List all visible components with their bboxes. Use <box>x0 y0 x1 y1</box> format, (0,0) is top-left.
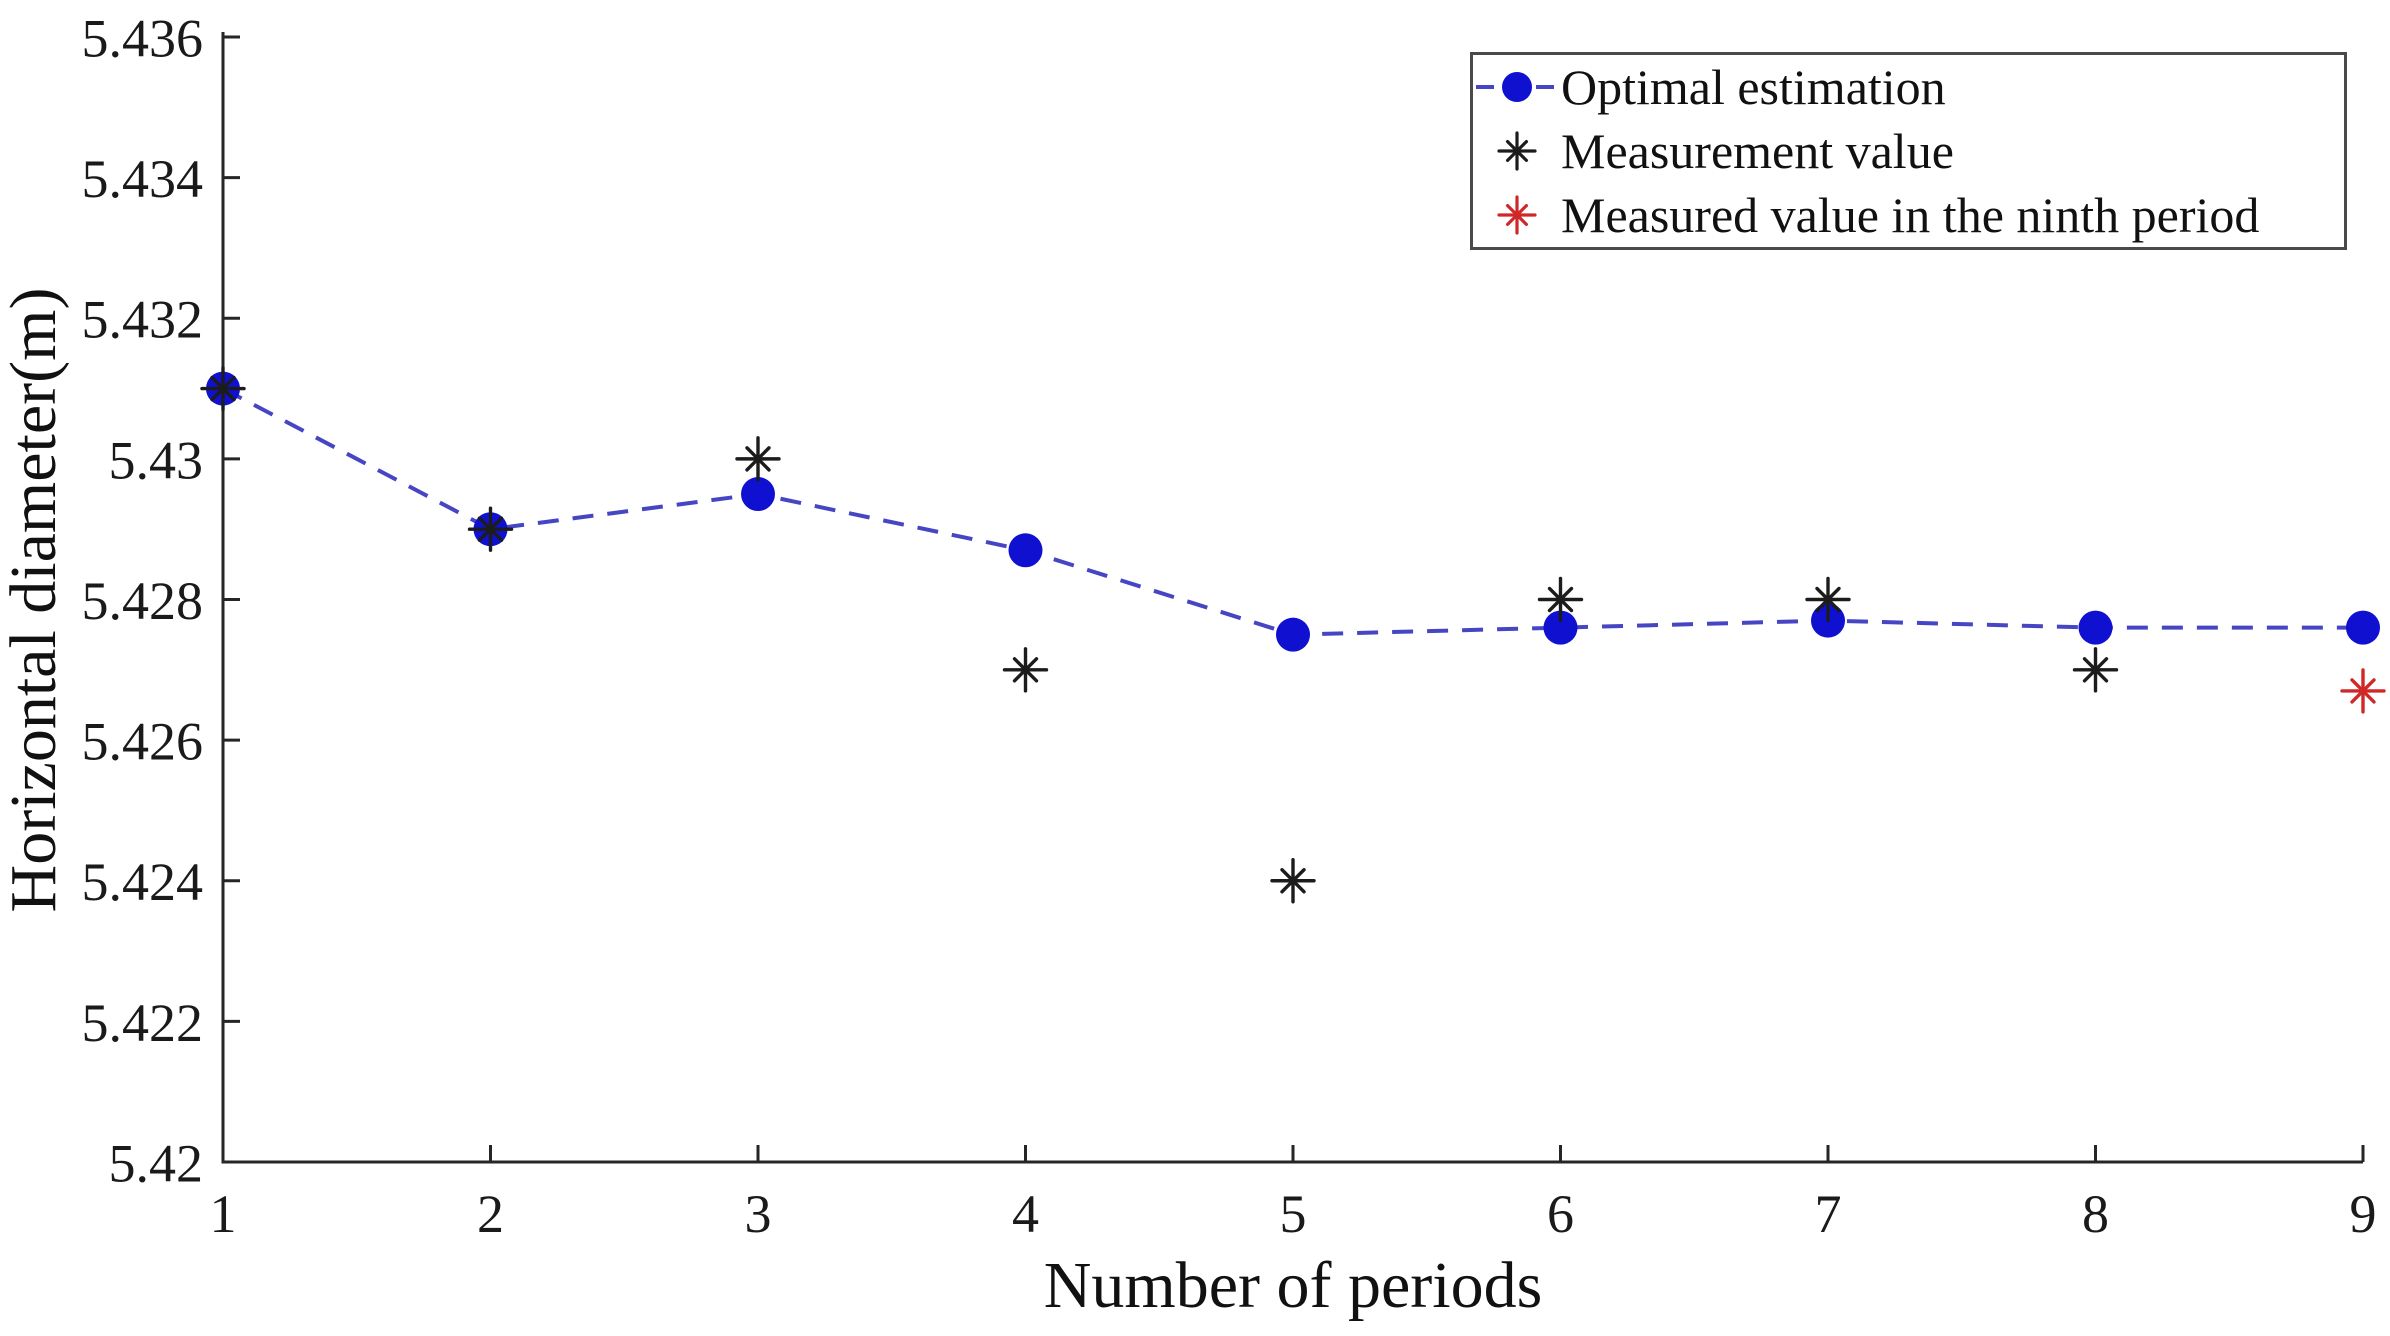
legend-row: Measured value in the ninth period <box>1473 183 2344 247</box>
measurement-markers <box>200 365 2119 904</box>
asterisk-marker <box>1002 647 1049 693</box>
circle-marker <box>1008 533 1043 568</box>
legend: Optimal estimation Measurement value Mea… <box>1470 52 2347 250</box>
legend-label: Measured value in the ninth period <box>1561 187 2260 243</box>
legend-label: Optimal estimation <box>1561 59 1946 115</box>
svg-text:5.424: 5.424 <box>82 852 204 912</box>
x-axis-label: Number of periods <box>1044 1249 1543 1322</box>
svg-text:5.436: 5.436 <box>82 8 204 68</box>
y-ticks: 5.42 5.422 5.424 5.426 5.428 5.43 5.432 5.434 5.… <box>82 8 240 1193</box>
svg-text:9: 9 <box>2350 1184 2377 1244</box>
svg-text:5.43: 5.43 <box>109 430 204 490</box>
legend-asterisk-icon <box>1497 131 1537 171</box>
x-ticks: 1 2 3 4 5 6 7 8 9 <box>210 1145 2377 1244</box>
svg-text:5.426: 5.426 <box>82 712 204 772</box>
legend-asterisk-icon <box>1497 195 1537 235</box>
svg-text:2: 2 <box>477 1184 504 1244</box>
svg-text:5.432: 5.432 <box>82 290 204 350</box>
legend-row: Measurement value <box>1473 119 2344 183</box>
y-axis-label: Horizontal diameter(m) <box>0 288 70 913</box>
circle-marker <box>1543 610 1578 645</box>
svg-text:5.422: 5.422 <box>82 993 204 1053</box>
legend-row: Optimal estimation <box>1473 55 2344 119</box>
optimal-estimation-line <box>222 386 2363 637</box>
asterisk-marker <box>1537 576 1584 623</box>
circle-marker <box>741 477 775 512</box>
plot-render-layer: 5.42 5.422 5.424 5.426 5.428 5.43 5.432 5.434 5.… <box>82 8 2386 1244</box>
svg-text:5.434: 5.434 <box>82 149 204 209</box>
ninth-period-marker <box>2340 668 2386 714</box>
svg-text:5: 5 <box>1280 1184 1307 1244</box>
svg-text:8: 8 <box>2082 1184 2109 1244</box>
asterisk-marker <box>2340 668 2386 714</box>
asterisk-marker <box>2072 647 2119 693</box>
circle-marker <box>1276 617 1310 652</box>
asterisk-marker <box>735 436 781 482</box>
svg-text:6: 6 <box>1547 1184 1574 1244</box>
svg-text:5.428: 5.428 <box>82 571 204 631</box>
optimal-estimation-markers <box>206 371 2380 652</box>
asterisk-marker <box>1805 576 1851 623</box>
svg-text:1: 1 <box>210 1184 237 1244</box>
legend-line-dot-icon <box>1476 72 1558 102</box>
svg-text:3: 3 <box>745 1184 772 1244</box>
svg-text:5.42: 5.42 <box>109 1133 204 1193</box>
circle-marker <box>2346 610 2380 645</box>
asterisk-marker <box>1270 858 1316 904</box>
legend-label: Measurement value <box>1561 123 1954 179</box>
svg-text:7: 7 <box>1815 1184 1842 1244</box>
asterisk-marker <box>200 365 246 412</box>
asterisk-marker <box>467 506 514 552</box>
circle-marker <box>2078 610 2113 645</box>
svg-text:4: 4 <box>1012 1184 1039 1244</box>
